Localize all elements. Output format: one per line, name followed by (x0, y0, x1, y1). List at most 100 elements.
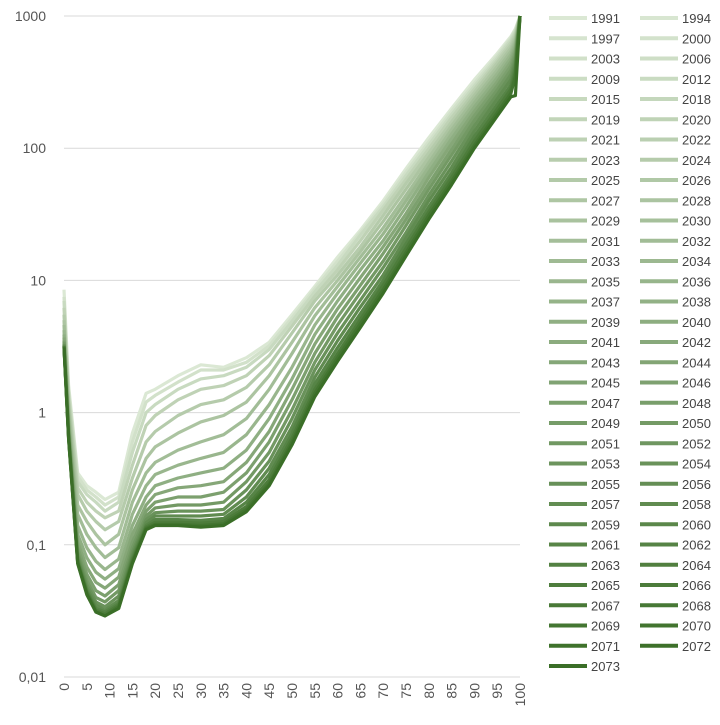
x-tick-label: 85 (444, 683, 460, 699)
legend-label: 2040 (682, 315, 711, 330)
legend-label: 2059 (591, 517, 620, 532)
series-line-2012 (62, 15, 522, 572)
series-line-2000 (62, 15, 522, 520)
legend-label: 2009 (591, 72, 620, 87)
legend-label: 2067 (591, 598, 620, 613)
legend-label: 2069 (591, 619, 620, 634)
legend-label: 2041 (591, 335, 620, 350)
legend-label: 1991 (591, 11, 620, 26)
legend-label: 2019 (591, 112, 620, 127)
legend-label: 2073 (591, 659, 620, 674)
legend-label: 2048 (682, 396, 711, 411)
legend-label: 2006 (682, 52, 711, 67)
series-line-1991 (62, 15, 522, 502)
x-tick-label: 40 (238, 683, 254, 699)
legend-label: 2035 (591, 274, 620, 289)
series-line-2030 (62, 15, 522, 598)
legend-label: 2044 (682, 355, 711, 370)
legend-label: 2049 (591, 416, 620, 431)
legend-label: 2030 (682, 214, 711, 229)
legend-label: 2046 (682, 376, 711, 391)
y-tick-label: 100 (23, 140, 47, 156)
y-tick-label: 10 (30, 272, 46, 288)
x-tick-label: 15 (124, 683, 140, 699)
series-lines (62, 15, 522, 618)
legend-label: 2023 (591, 153, 620, 168)
legend-label: 2050 (682, 416, 711, 431)
legend-label: 2021 (591, 133, 620, 148)
series-line-2054 (62, 15, 522, 614)
x-tick-label: 45 (261, 683, 277, 699)
series-line-2060 (62, 15, 522, 616)
legend-label: 2051 (591, 436, 620, 451)
legend-label: 2071 (591, 639, 620, 654)
x-tick-label: 80 (421, 683, 437, 699)
legend-label: 2065 (591, 578, 620, 593)
legend-label: 2022 (682, 133, 711, 148)
series-line-2073 (62, 15, 522, 618)
legend-label: 2055 (591, 477, 620, 492)
x-tick-label: 10 (102, 683, 118, 699)
y-tick-label: 0,01 (19, 669, 46, 685)
legend-label: 2057 (591, 497, 620, 512)
legend-label: 2056 (682, 477, 711, 492)
legend-label: 2054 (682, 457, 711, 472)
legend-label: 2015 (591, 92, 620, 107)
legend-label: 2036 (682, 274, 711, 289)
series-line-2003 (62, 15, 522, 532)
series-line-1994 (62, 15, 522, 507)
legend-label: 2031 (591, 234, 620, 249)
x-tick-label: 50 (284, 683, 300, 699)
series-line-2024 (62, 15, 522, 590)
x-tick-label: 75 (398, 683, 414, 699)
legend-label: 2038 (682, 295, 711, 310)
legend-label: 2037 (591, 295, 620, 310)
x-tick-label: 95 (489, 683, 505, 699)
x-tick-label: 20 (147, 683, 163, 699)
legend-label: 2034 (682, 254, 711, 269)
series-line-2042 (62, 15, 522, 609)
legend-label: 2045 (591, 376, 620, 391)
legend-label: 2027 (591, 193, 620, 208)
y-tick-label: 0,1 (27, 537, 47, 553)
legend-label: 2068 (682, 598, 711, 613)
y-tick-label: 1000 (15, 8, 46, 24)
x-tick-label: 60 (330, 683, 346, 699)
y-axis-ticks: 0,01 0,1 1 10 100 1000 (15, 8, 46, 685)
legend-label: 2063 (591, 558, 620, 573)
legend-label: 2064 (682, 558, 711, 573)
series-line-1997 (62, 15, 522, 513)
x-tick-label: 100 (512, 683, 528, 707)
series-line-2036 (62, 15, 522, 604)
series-line-2048 (62, 15, 522, 612)
x-tick-label: 55 (307, 683, 323, 699)
legend-label: 2047 (591, 396, 620, 411)
legend-label: 2062 (682, 538, 711, 553)
legend-label: 2012 (682, 72, 711, 87)
legend-label: 2018 (682, 92, 711, 107)
x-tick-label: 0 (56, 683, 72, 691)
x-tick-label: 70 (375, 683, 391, 699)
legend-label: 2032 (682, 234, 711, 249)
series-line-2009 (62, 15, 522, 560)
legend-label: 2052 (682, 436, 711, 451)
x-tick-label: 25 (170, 683, 186, 699)
x-tick-label: 5 (79, 683, 95, 691)
legend-label: 2020 (682, 112, 711, 127)
legend: 1991 1994 1997 2000 2003 2006 2009 2012 2015 2018… (549, 11, 711, 674)
legend-label: 1997 (591, 31, 620, 46)
legend-label: 2029 (591, 214, 620, 229)
legend-label: 2058 (682, 497, 711, 512)
legend-label: 1994 (682, 11, 711, 26)
legend-label: 2003 (591, 52, 620, 67)
legend-label: 2028 (682, 193, 711, 208)
x-tick-label: 35 (216, 683, 232, 699)
x-tick-label: 65 (352, 683, 368, 699)
legend-label: 2026 (682, 173, 711, 188)
x-axis-ticks: 0 5 10 15 20 25 30 35 40 45 50 55 60 65 70 75 80 85 90 95 10… (56, 683, 528, 707)
y-tick-label: 1 (38, 405, 46, 421)
x-tick-label: 30 (193, 683, 209, 699)
series-line-2006 (62, 15, 522, 547)
legend-label: 2043 (591, 355, 620, 370)
